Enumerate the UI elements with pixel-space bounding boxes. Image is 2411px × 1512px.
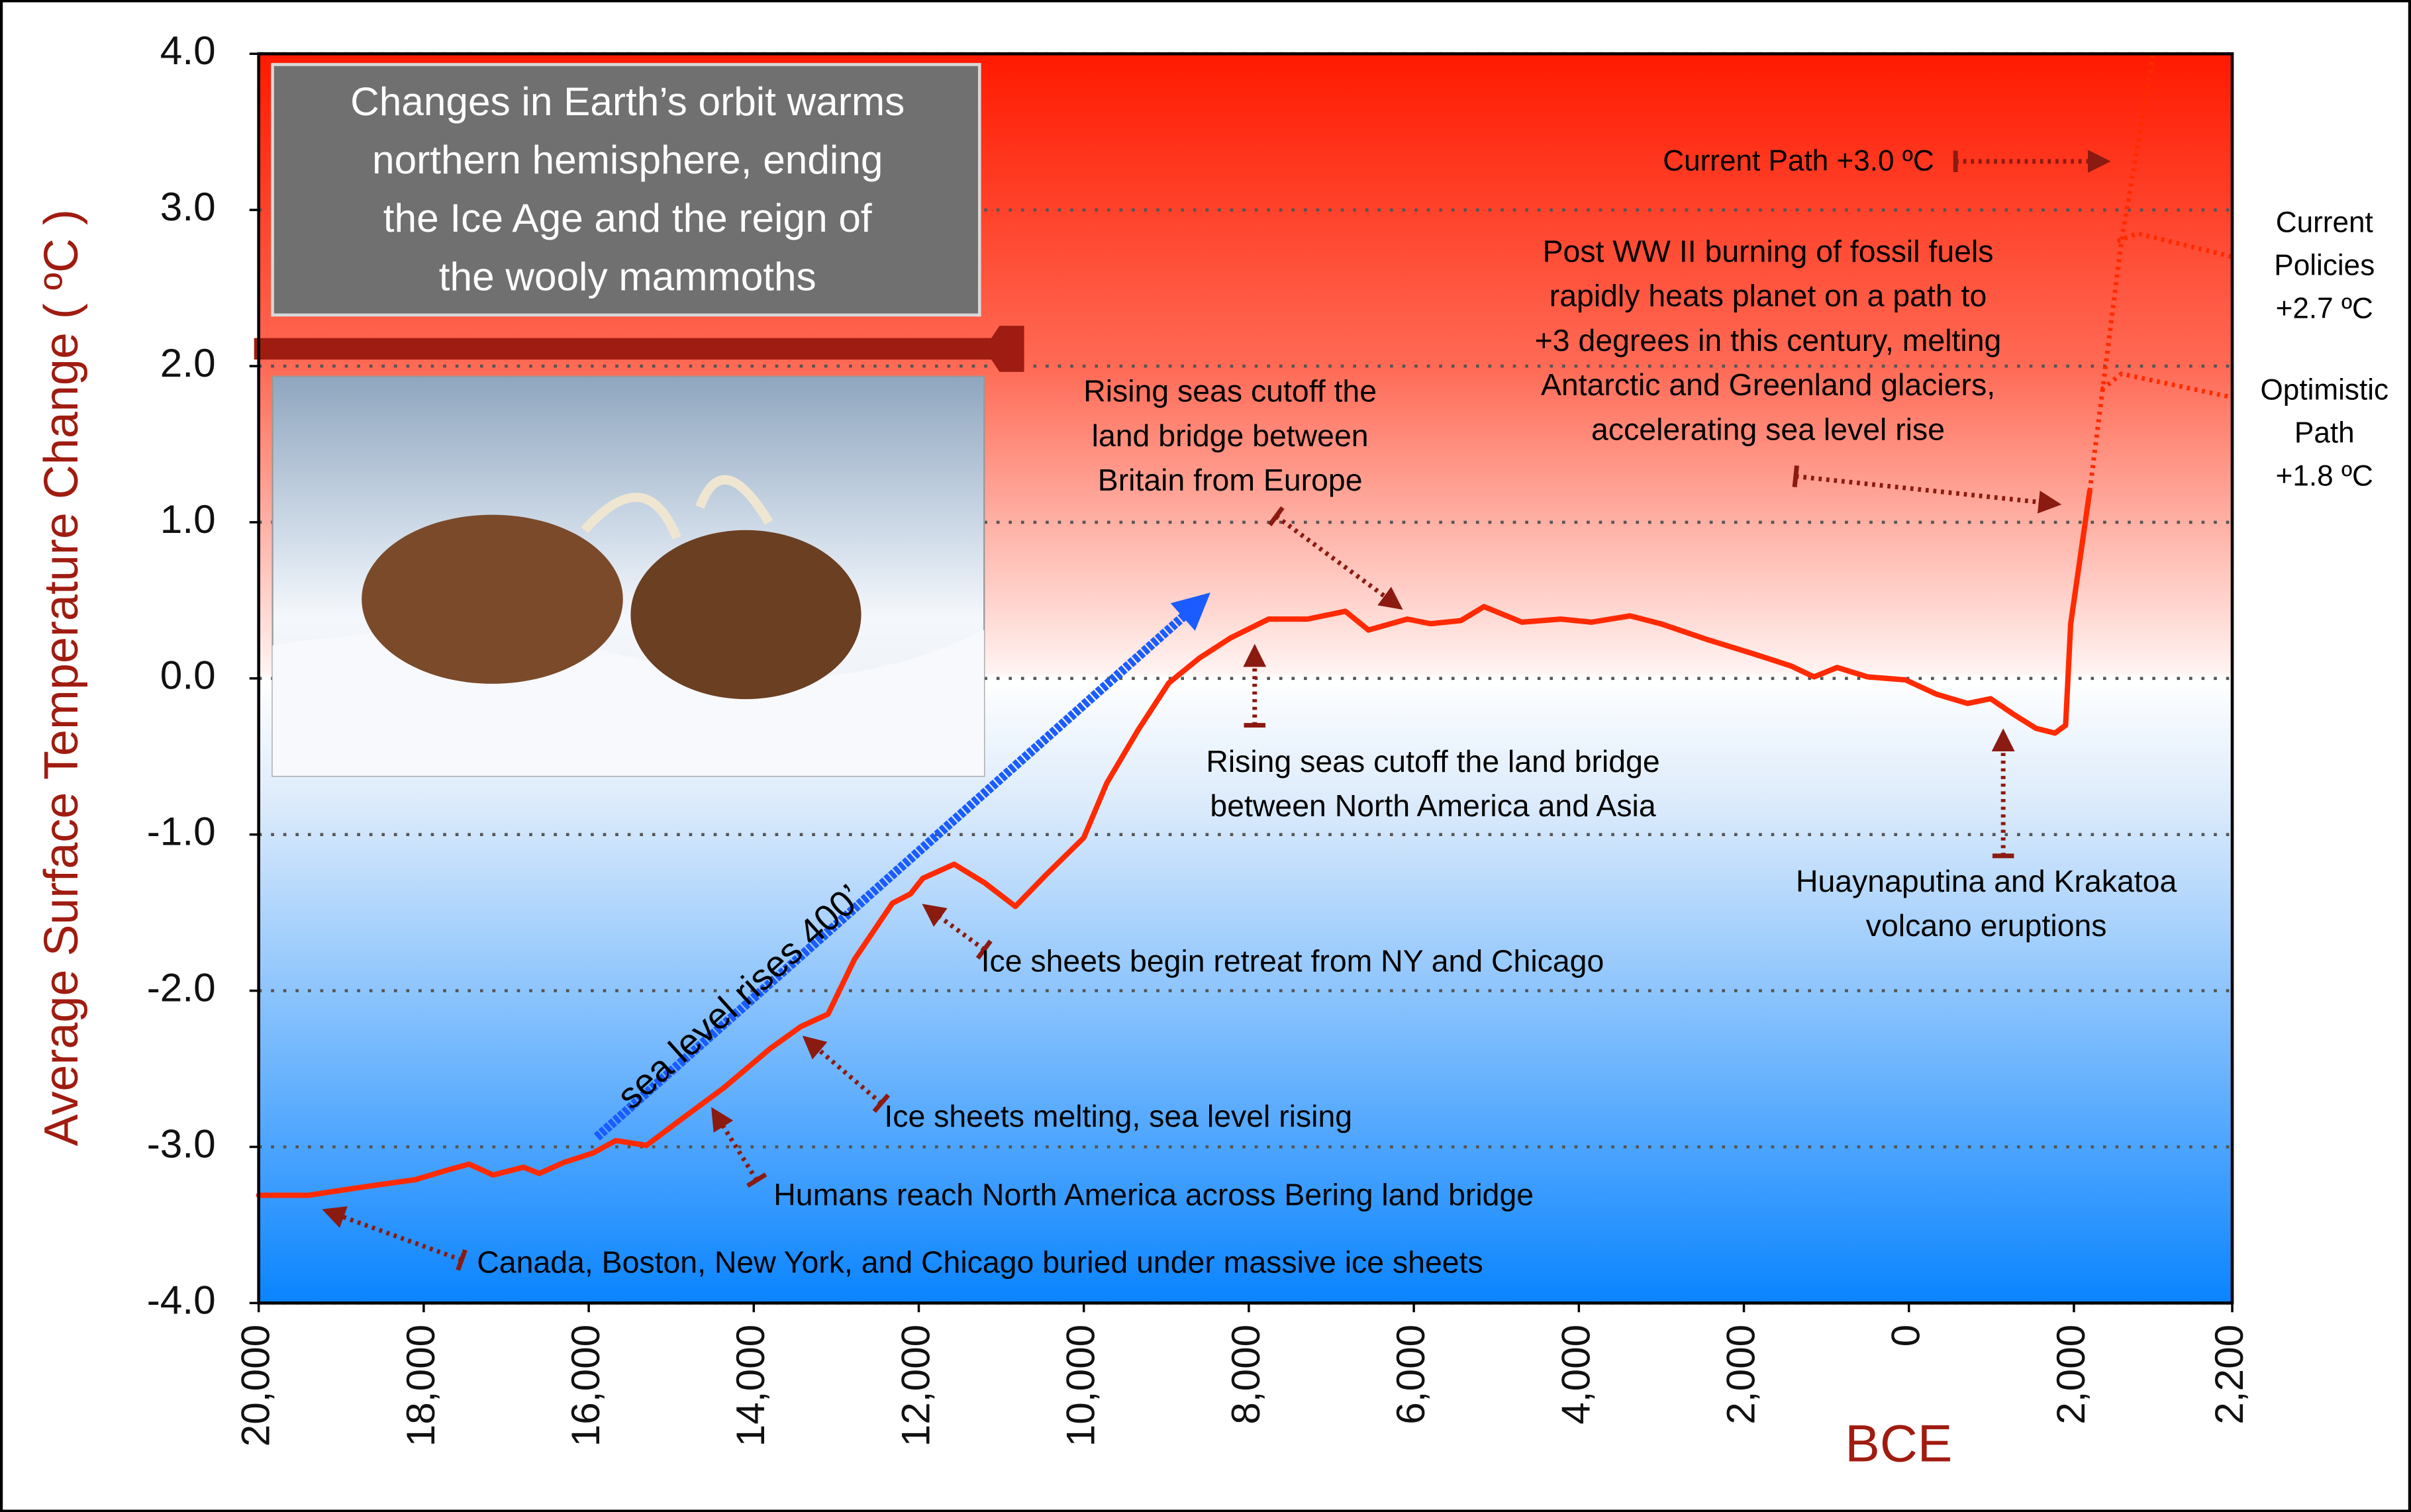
y-tick-label: -4.0 [147, 1277, 216, 1322]
annotation-line: Ice sheets begin retreat from NY and Chi… [981, 944, 1604, 978]
pointer-tail [456, 1249, 467, 1271]
annotation-line: +3 degrees in this century, melting [1535, 323, 2002, 357]
pointer-arrow [322, 1206, 463, 1262]
annotation-line: Canada, Boston, New York, and Chicago bu… [477, 1245, 1483, 1280]
pointer-arrow [711, 1107, 759, 1182]
temperature-line [2116, 231, 2233, 260]
pointer-tail [1267, 506, 1285, 527]
y-tick-label: -3.0 [147, 1121, 216, 1166]
x-tick-label: 8,000 [1223, 1325, 1268, 1425]
x-tick-label: 6,000 [1388, 1325, 1433, 1425]
annotation-line: +1.8 ºC [2276, 460, 2373, 493]
y-tick-label: 4.0 [160, 28, 216, 73]
mammoth-photo [271, 375, 985, 777]
annotation-line: Rising seas cutoff the land bridge [1206, 744, 1659, 779]
y-tick-label: -2.0 [147, 965, 216, 1010]
x-tick-label: 20,000 [233, 1325, 278, 1447]
pointer-tail [1792, 465, 1799, 488]
annotation-line: Current [2276, 207, 2373, 239]
pointer-arrow [1275, 514, 1403, 610]
annotation-line: the wooly mammoths [439, 254, 816, 299]
annotation-line: Antarctic and Greenland glaciers, [1541, 367, 1995, 402]
x-tick-label: 0 [1883, 1325, 1928, 1347]
annotation-line: Changes in Earth’s orbit warms [350, 79, 905, 124]
y-tick-label: -1.0 [147, 809, 216, 854]
y-axis-label: Average Surface Temperature Change ( ºC … [35, 209, 88, 1146]
pointer-tail [746, 1172, 767, 1188]
x-tick-label: 12,000 [893, 1325, 938, 1447]
age-bar [254, 326, 1024, 372]
annotation-line: Current Path +3.0 ºC [1663, 145, 1934, 177]
x-tick-label: 14,000 [728, 1325, 773, 1447]
temperature-line [2087, 53, 2155, 492]
x-tick-label: 2,200 [2206, 1325, 2251, 1425]
annotation-line: Humans reach North America across Bering… [773, 1177, 1534, 1211]
annotation-line: Optimistic [2261, 374, 2389, 406]
annotation-line: Path [2294, 417, 2355, 449]
sea-level-arrow [593, 592, 1210, 1141]
annotation-line: Policies [2274, 250, 2375, 282]
annotation-line: +2.7 ºC [2276, 293, 2373, 325]
x-tick-label: 2,000 [1718, 1325, 1763, 1425]
x-tick-label: 4,000 [1553, 1325, 1598, 1425]
y-tick-label: 3.0 [160, 184, 216, 229]
annotation-line: land bridge between [1092, 418, 1369, 453]
pointer-arrow [802, 1035, 883, 1106]
pointer-tail [975, 939, 993, 960]
pointer-arrow [1795, 474, 2062, 514]
y-tick-label: 0.0 [160, 653, 216, 698]
title-box [271, 63, 981, 317]
annotation-line: Rising seas cutoff the [1083, 373, 1377, 408]
annotation-line: between North America and Asia [1210, 788, 1655, 823]
annotation-line: accelerating sea level rise [1591, 412, 1945, 447]
labels: 4.0 3.0 2.0 1.0 0.0 -1.0 -2.0 -3.0 -4.0 20,000 18,… [147, 28, 2388, 1446]
temperature-line [256, 488, 2092, 1198]
y-tick-label: 2.0 [160, 340, 216, 385]
annotation-line: rapidly heats planet on a path to [1550, 279, 1987, 313]
annotation-line: volcano eruptions [1866, 908, 2107, 943]
plot-border [257, 52, 2234, 1305]
annotation-line: northern hemisphere, ending [372, 137, 883, 182]
annotation-line: Huaynaputina and Krakatoa [1796, 864, 2177, 898]
x-tick-label: 16,000 [563, 1325, 608, 1447]
annotation-line: the Ice Age and the reign of [383, 195, 872, 240]
pointer-tail [872, 1093, 890, 1113]
x-tick-label: 10,000 [1058, 1325, 1103, 1447]
annotation-line: Post WW II burning of fossil fuels [1543, 234, 1994, 268]
annotation-line: Britain from Europe [1098, 463, 1363, 497]
plot [256, 53, 2233, 1198]
annotation-line: Ice sheets melting, sea level rising [884, 1099, 1352, 1133]
temperature-line [2100, 371, 2233, 400]
x-tick-label: 18,000 [398, 1325, 443, 1447]
x-tick-label: 2,000 [2048, 1325, 2093, 1425]
x-axis-label: BCE [1845, 1414, 1952, 1472]
y-tick-label: 1.0 [160, 496, 216, 542]
